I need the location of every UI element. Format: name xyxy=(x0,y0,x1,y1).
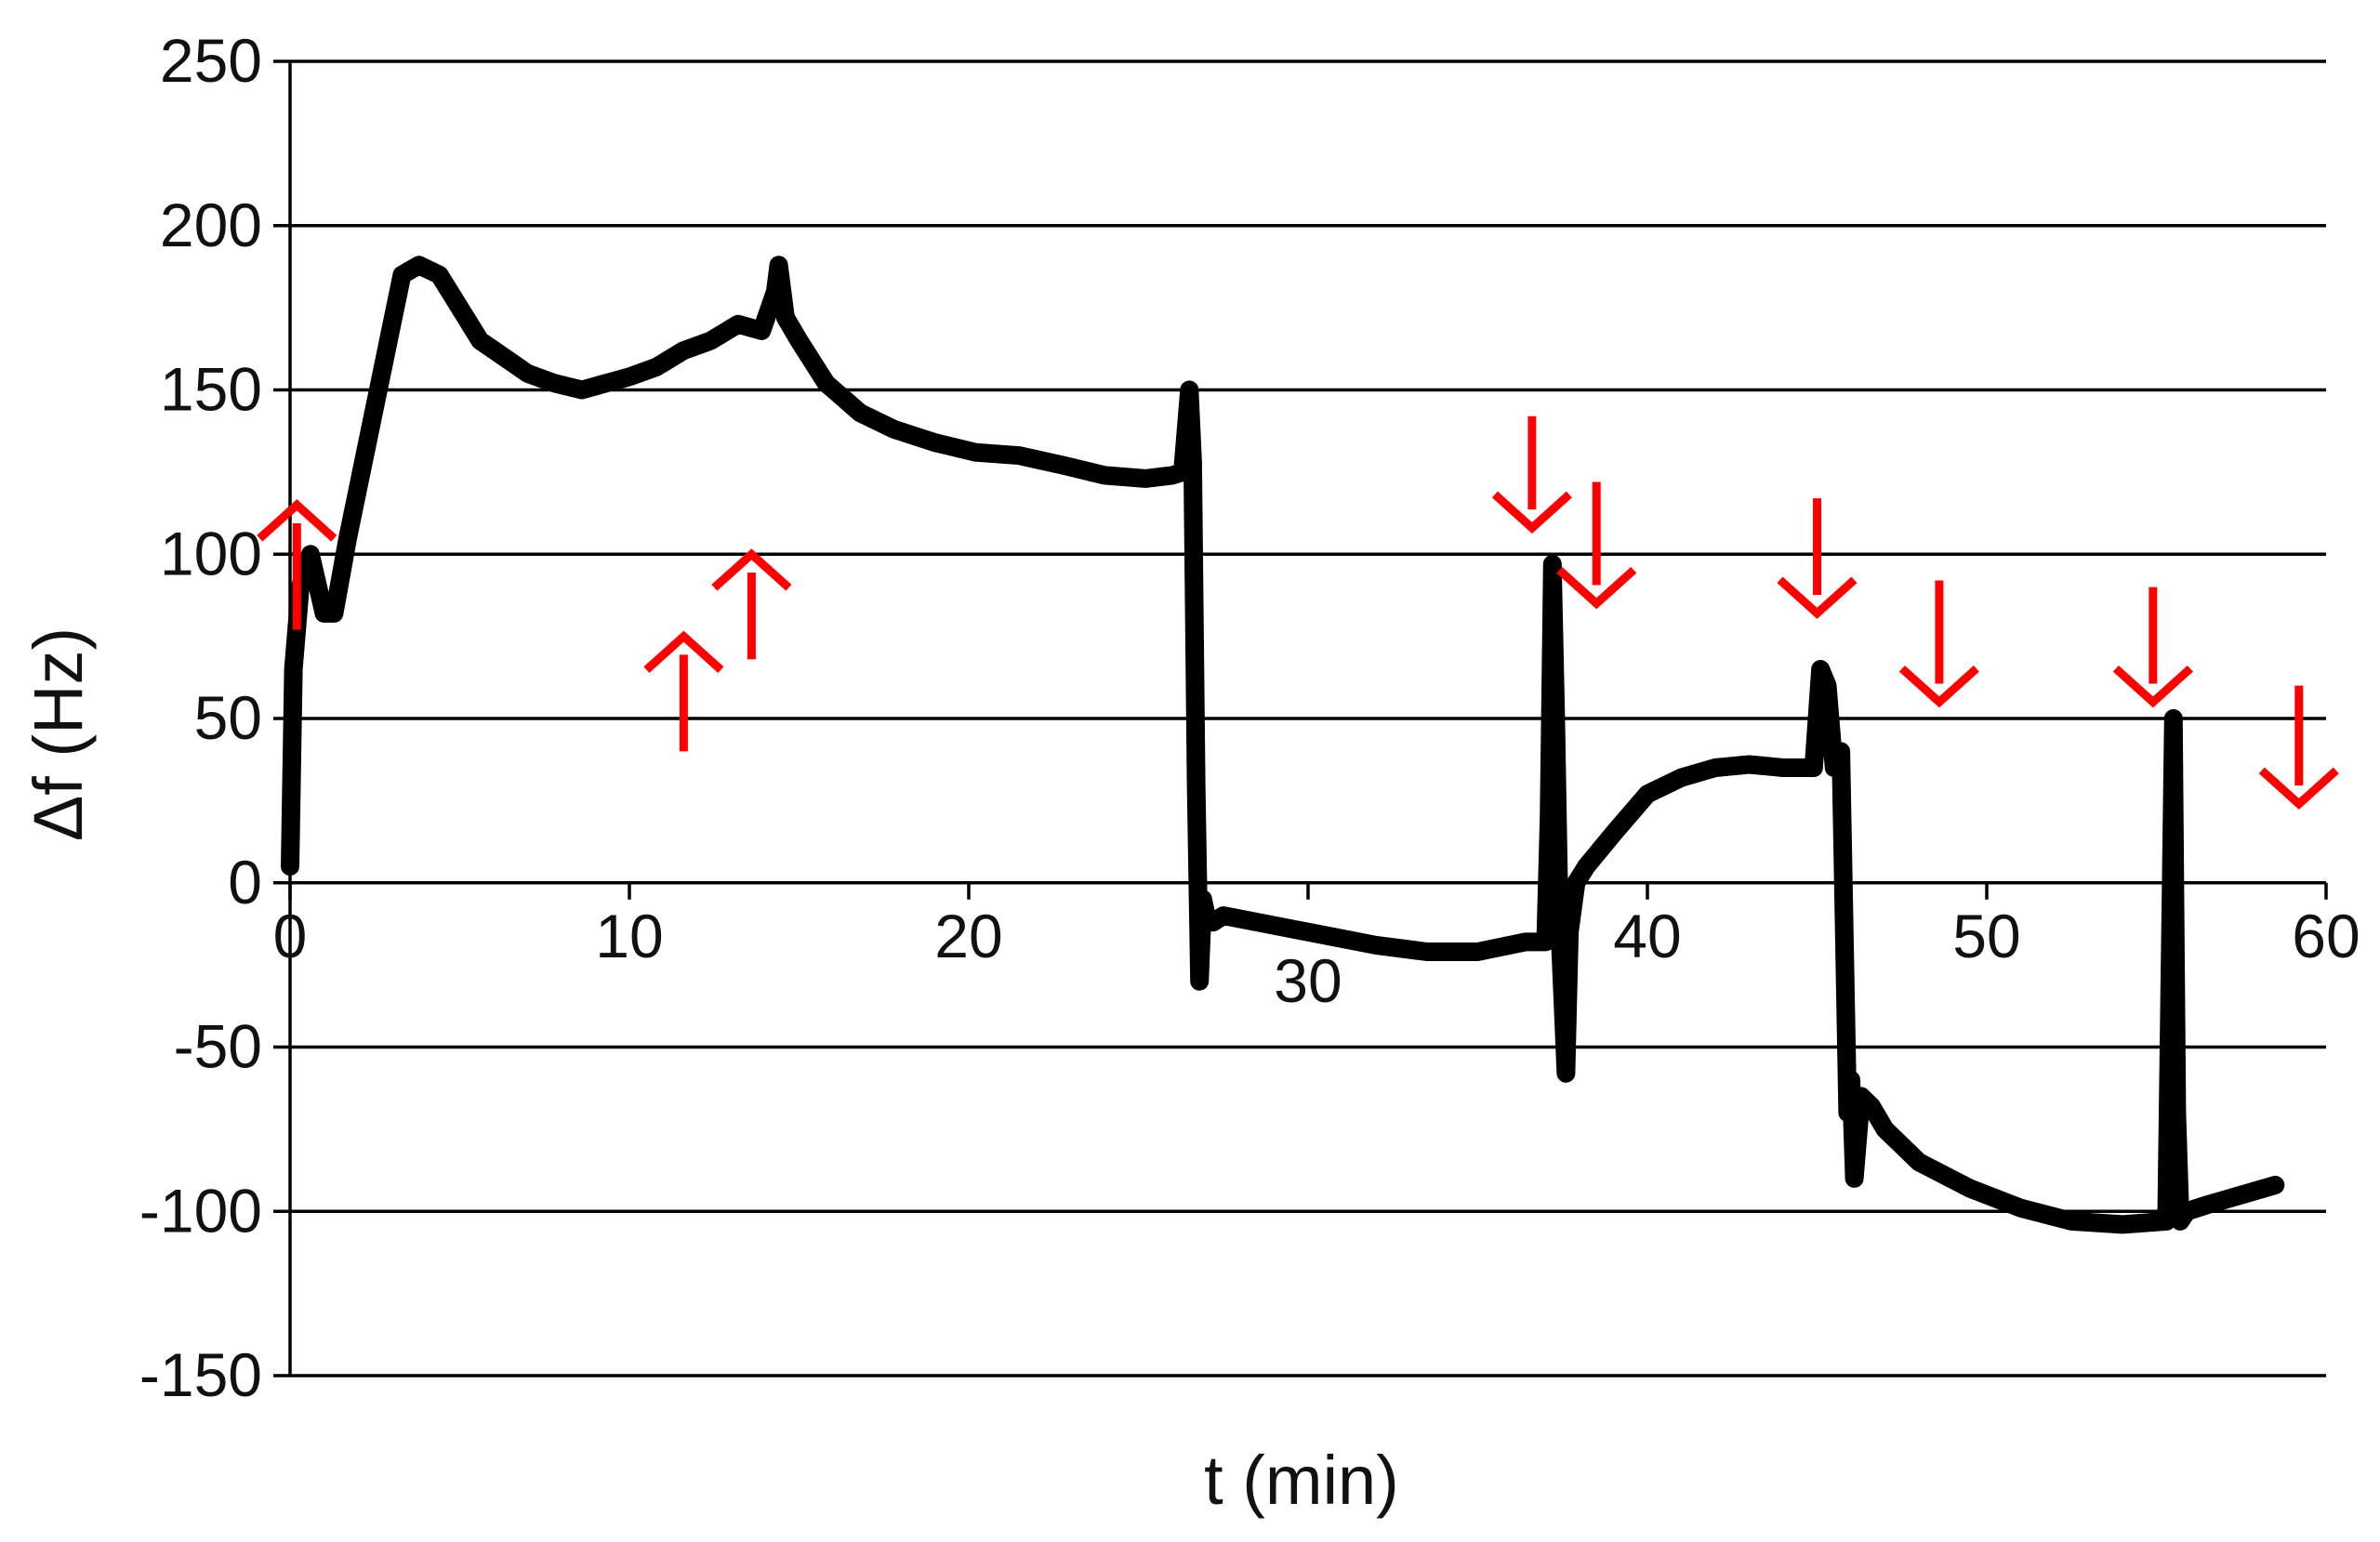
y-tick-label: 200 xyxy=(160,191,262,259)
x-tick-label: 10 xyxy=(595,902,663,970)
gridlines xyxy=(273,59,2326,1377)
arrow-up-head xyxy=(643,630,724,673)
arrow-down-head xyxy=(1491,491,1572,534)
y-tick-label: 0 xyxy=(228,848,262,916)
series-layer xyxy=(281,256,2285,1234)
y-tick-label: 100 xyxy=(160,519,262,587)
x-axis-title: t (min) xyxy=(1204,1442,1399,1519)
y-tick-label: -50 xyxy=(174,1012,262,1081)
arrow-down-head xyxy=(1898,665,1979,708)
x-tick-label: 30 xyxy=(1274,946,1342,1015)
arrow-down-head xyxy=(2258,767,2339,810)
y-axis-title: Δf (Hz) xyxy=(20,627,97,841)
x-tick-label: 0 xyxy=(273,902,308,970)
x-tick-label: 40 xyxy=(1613,902,1681,970)
arrow-down-head xyxy=(1777,576,1858,619)
data-series-line xyxy=(281,256,2285,1234)
x-tick-label: 20 xyxy=(934,902,1002,970)
y-tick-label: 50 xyxy=(194,683,262,752)
arrow-down-head xyxy=(2112,665,2193,708)
x-tick-label: 50 xyxy=(1952,902,2020,970)
y-tick-label: 150 xyxy=(160,355,262,424)
x-tick-label: 60 xyxy=(2292,902,2360,970)
annotation-layer xyxy=(257,415,2339,810)
y-tick-label: -150 xyxy=(139,1340,262,1409)
arrow-up-head xyxy=(257,499,337,542)
y-tick-label: -100 xyxy=(139,1176,262,1245)
arrow-up-head xyxy=(711,548,792,591)
y-tick-label: 250 xyxy=(160,26,262,95)
arrow-down-head xyxy=(1556,566,1637,610)
